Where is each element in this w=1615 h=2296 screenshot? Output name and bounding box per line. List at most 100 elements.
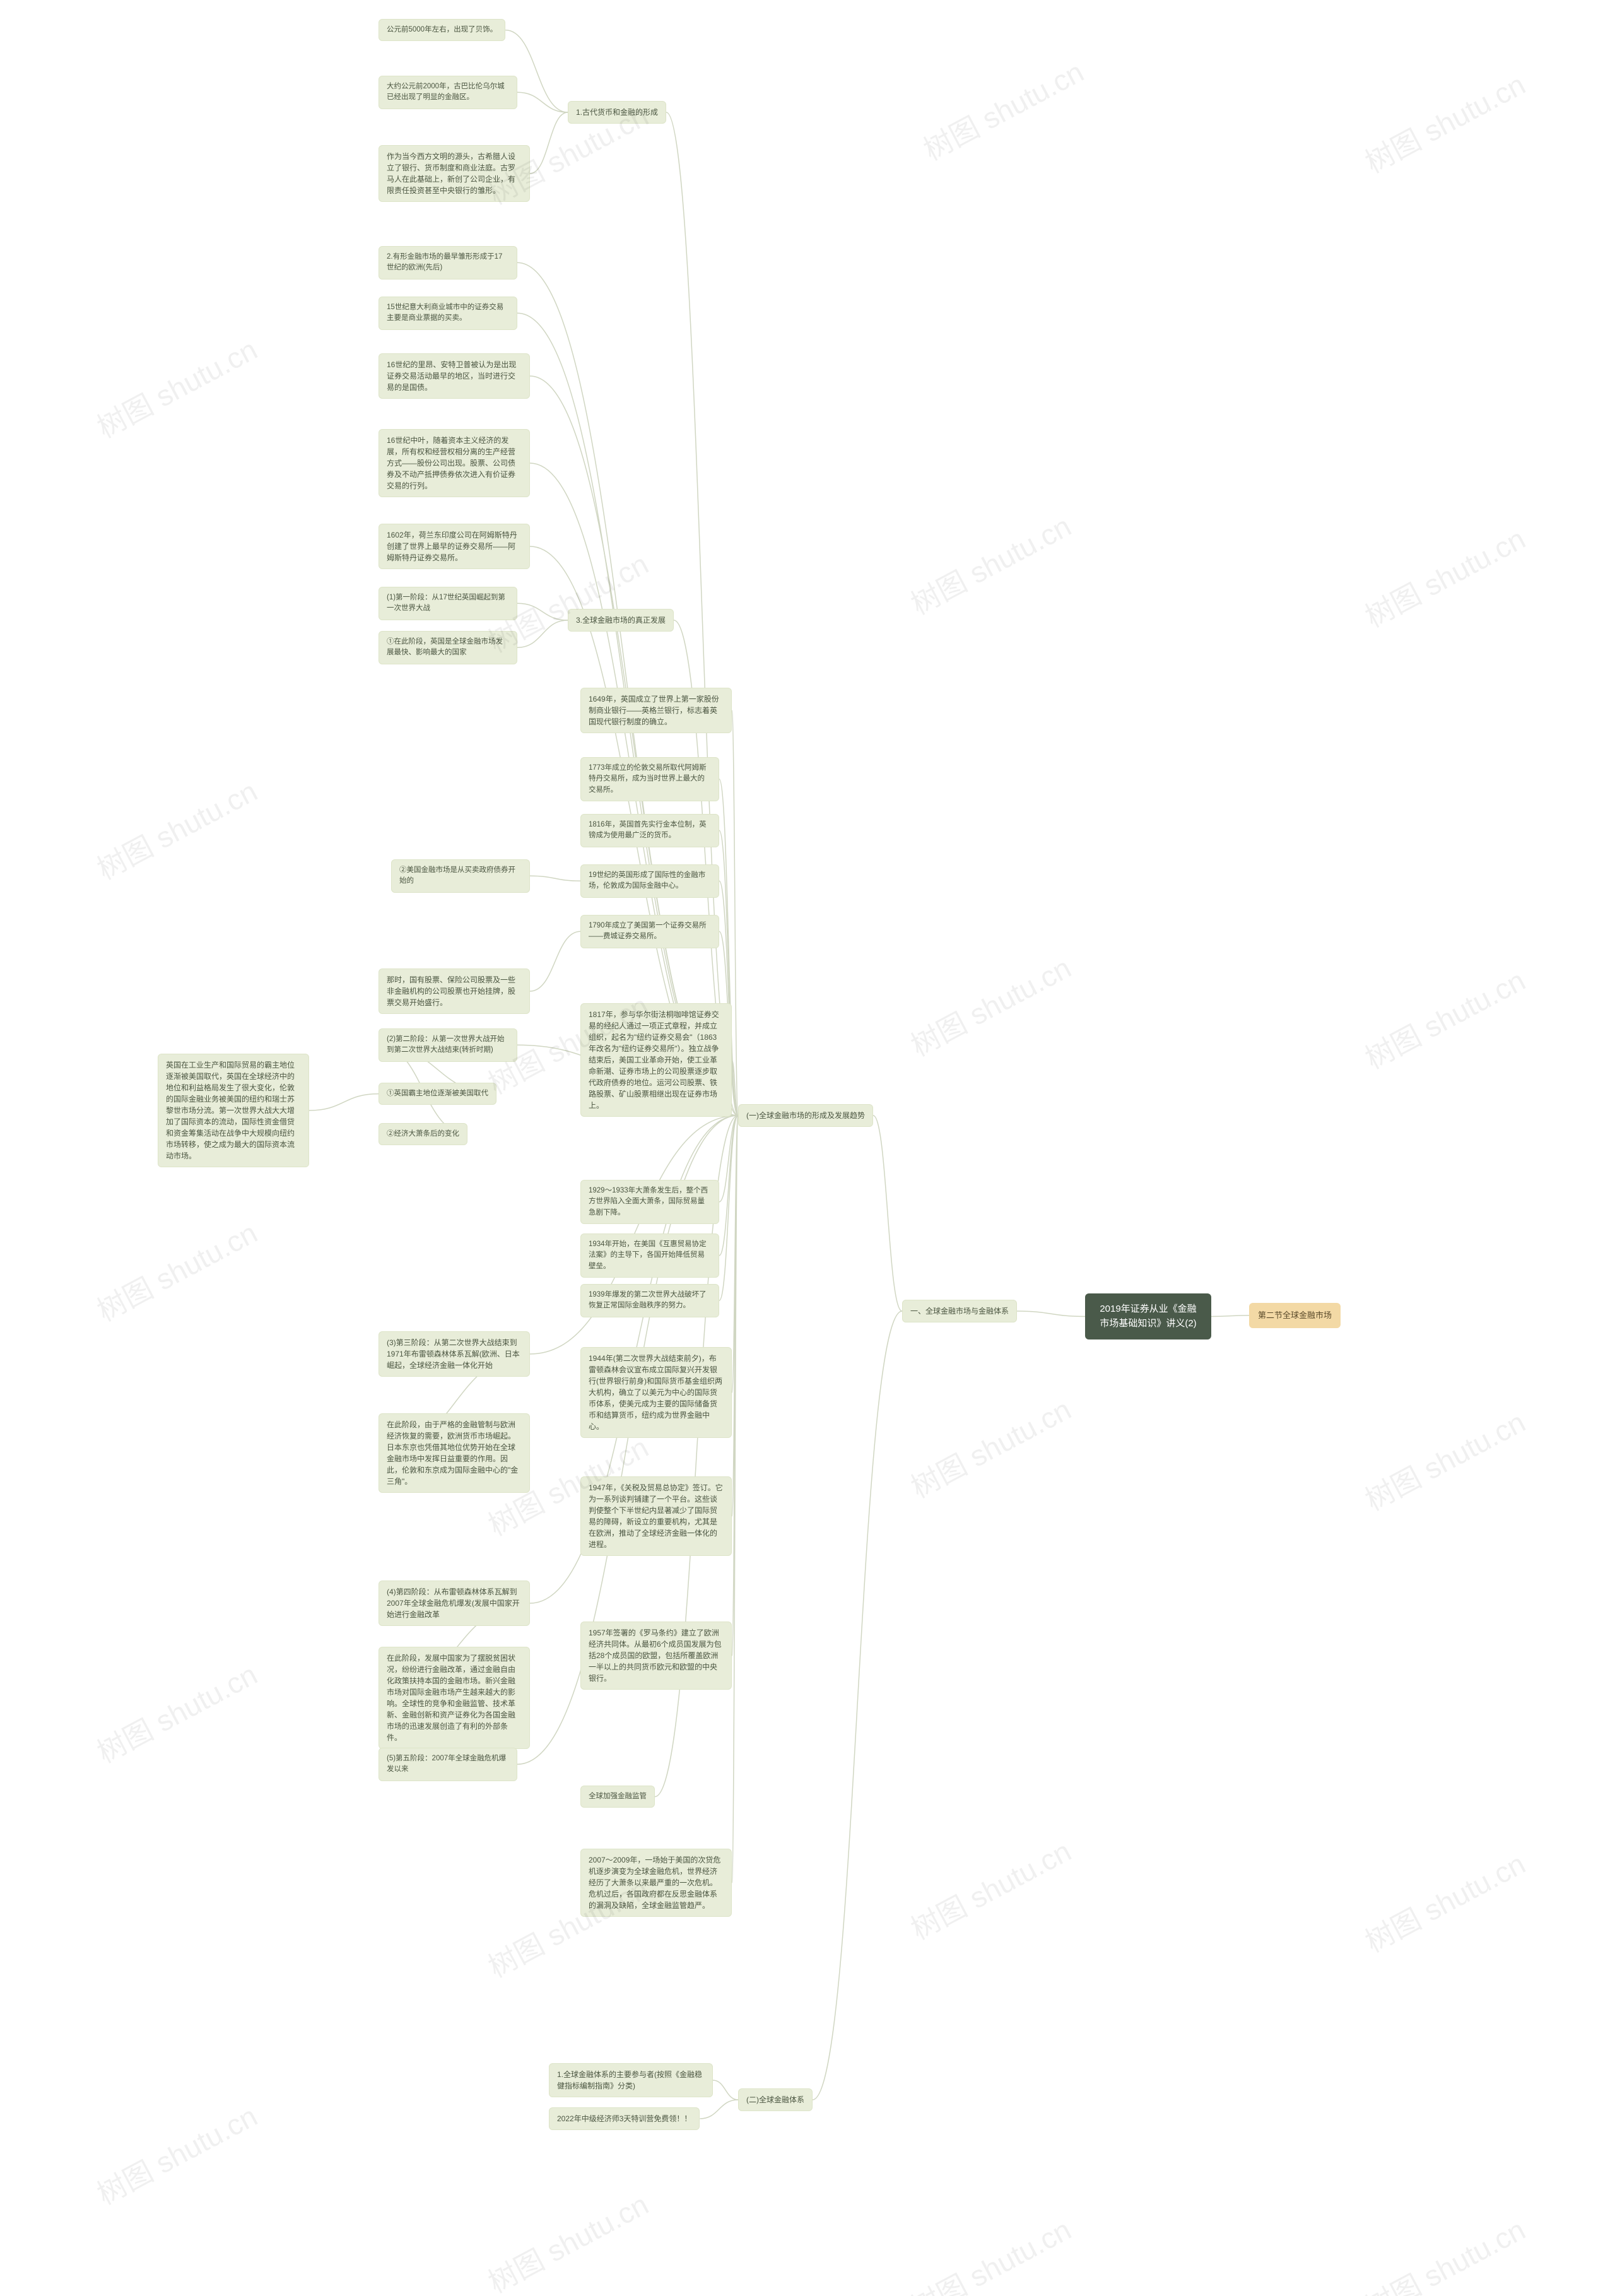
mindmap-node[interactable]: (二)全球金融体系 <box>738 2088 813 2111</box>
mindmap-node[interactable]: 1602年，荷兰东印度公司在阿姆斯特丹创建了世界上最早的证券交易所——阿姆斯特丹… <box>379 524 530 569</box>
mindmap-node[interactable]: ②经济大萧条后的变化 <box>379 1123 467 1145</box>
mindmap-node[interactable]: 1.全球金融体系的主要参与者(按照《金融稳健指标编制指南》分类) <box>549 2063 713 2097</box>
watermark: 树图 shutu.cn <box>903 503 1078 623</box>
mindmap-node[interactable]: 第二节全球金融市场 <box>1249 1303 1341 1328</box>
mindmap-node[interactable]: 那时，国有股票、保险公司股票及一些非金融机构的公司股票也开始挂牌，股票交易开始盛… <box>379 968 530 1014</box>
watermark: 树图 shutu.cn <box>1357 1841 1532 1960</box>
mindmap-node[interactable]: 作为当今西方文明的源头，古希腊人设立了银行、货币制度和商业法庭。古罗马人在此基础… <box>379 145 530 202</box>
watermark: 树图 shutu.cn <box>903 945 1078 1064</box>
mindmap-node[interactable]: (4)第四阶段：从布雷顿森林体系瓦解到2007年全球金融危机爆发(发展中国家开始… <box>379 1581 530 1626</box>
node-text: 2019年证券从业《金融市场基础知识》讲义(2) <box>1100 1304 1196 1329</box>
node-text: ①英国霸主地位逐渐被美国取代 <box>387 1090 488 1097</box>
mindmap-node[interactable]: (2)第二阶段：从第一次世界大战开始到第二次世界大战结束(转折时期) <box>379 1028 517 1062</box>
watermark: 树图 shutu.cn <box>1357 1399 1532 1519</box>
node-text: 1944年(第二次世界大战结束前夕)，布雷顿森林会议宣布成立国际复兴开发银行(世… <box>589 1354 722 1431</box>
node-text: 英国在工业生产和国际贸易的霸主地位逐渐被美国取代，英国在全球经济中的地位和利益格… <box>166 1061 295 1160</box>
node-text: 1817年，参与华尔街法桐咖啡馆证券交易的经纪人通过一项正式章程，并成立组织，起… <box>589 1010 719 1110</box>
node-text: (2)第二阶段：从第一次世界大战开始到第二次世界大战结束(转折时期) <box>387 1035 505 1054</box>
mindmap-node[interactable]: 16世纪的里昂、安特卫普被认为是出现证券交易活动最早的地区，当时进行交易的是国债… <box>379 353 530 399</box>
mindmap-node[interactable]: 1939年爆发的第二次世界大战破坏了恢复正常国际金融秩序的努力。 <box>580 1284 719 1317</box>
watermark: 树图 shutu.cn <box>89 2093 264 2213</box>
mindmap-node[interactable]: 1649年，英国成立了世界上第一家股份制商业银行——英格兰银行，标志着英国现代银… <box>580 688 732 733</box>
mindmap-node[interactable]: 2007～2009年，一场始于美国的次贷危机逐步演变为全球金融危机，世界经济经历… <box>580 1849 732 1917</box>
node-text: 一、全球金融市场与金融体系 <box>910 1307 1009 1316</box>
node-text: 在此阶段，由于严格的金融管制与欧洲经济恢复的需要，欧洲货币市场崛起。日本东京也凭… <box>387 1420 518 1486</box>
watermark: 树图 shutu.cn <box>915 49 1090 168</box>
mindmap-node[interactable]: 大约公元前2000年，古巴比伦乌尔城已经出现了明显的金融区。 <box>379 76 517 109</box>
watermark: 树图 shutu.cn <box>1357 2207 1532 2296</box>
watermark: 树图 shutu.cn <box>903 1828 1078 1948</box>
node-text: (1)第一阶段：从17世纪英国崛起到第一次世界大战 <box>387 594 505 612</box>
node-text: 第二节全球金融市场 <box>1258 1310 1332 1320</box>
node-text: 1790年成立了美国第一个证券交易所——费城证券交易所。 <box>589 922 707 940</box>
mindmap-node[interactable]: 公元前5000年左右，出现了贝饰。 <box>379 19 505 41</box>
watermark: 树图 shutu.cn <box>480 2182 655 2296</box>
node-text: 2007～2009年，一场始于美国的次贷危机逐步演变为全球金融危机，世界经济经历… <box>589 1856 720 1910</box>
mindmap-node[interactable]: (1)第一阶段：从17世纪英国崛起到第一次世界大战 <box>379 587 517 620</box>
mindmap-node[interactable]: (5)第五阶段：2007年全球金融危机爆发以来 <box>379 1748 517 1781</box>
mindmap-node[interactable]: 16世纪中叶，随着资本主义经济的发展，所有权和经营权相分离的生产经营方式——股份… <box>379 429 530 497</box>
mindmap-node[interactable]: 1817年，参与华尔街法桐咖啡馆证券交易的经纪人通过一项正式章程，并成立组织，起… <box>580 1003 732 1117</box>
mindmap-node[interactable]: 一、全球金融市场与金融体系 <box>902 1300 1017 1322</box>
mindmap-node[interactable]: 1.古代货币和金融的形成 <box>568 101 666 124</box>
node-text: 1934年开始，在美国《互惠贸易协定法案》的主导下，各国开始降低贸易壁垒。 <box>589 1240 707 1270</box>
node-text: 在此阶段，发展中国家为了摆脱贫困状况，纷纷进行金融改革，通过金融自由化政策扶持本… <box>387 1654 515 1742</box>
node-text: 1602年，荷兰东印度公司在阿姆斯特丹创建了世界上最早的证券交易所——阿姆斯特丹… <box>387 531 517 562</box>
mindmap-node[interactable]: 1947年，《关税及贸易总协定》签订。它为一系列谈判铺建了一个平台。这些谈判使整… <box>580 1476 732 1556</box>
node-text: 1.全球金融体系的主要参与者(按照《金融稳健指标编制指南》分类) <box>557 2070 702 2090</box>
watermark: 树图 shutu.cn <box>89 1210 264 1329</box>
node-text: 16世纪中叶，随着资本主义经济的发展，所有权和经营权相分离的生产经营方式——股份… <box>387 436 515 490</box>
mindmap-node[interactable]: 1790年成立了美国第一个证券交易所——费城证券交易所。 <box>580 915 719 948</box>
node-text: 2.有形金融市场的最早雏形形成于17世纪的欧洲(先后) <box>387 253 502 271</box>
mindmap-node[interactable]: 在此阶段，发展中国家为了摆脱贫困状况，纷纷进行金融改革，通过金融自由化政策扶持本… <box>379 1647 530 1749</box>
node-text: 1939年爆发的第二次世界大战破坏了恢复正常国际金融秩序的努力。 <box>589 1291 707 1309</box>
watermark: 树图 shutu.cn <box>903 1387 1078 1506</box>
mindmap-node[interactable]: 1816年，英国首先实行金本位制，英镑成为使用最广泛的货币。 <box>580 814 719 847</box>
watermark: 树图 shutu.cn <box>1357 958 1532 1077</box>
mindmap-node[interactable]: 全球加强金融监管 <box>580 1786 655 1808</box>
watermark: 树图 shutu.cn <box>1357 62 1532 181</box>
mindmap-node[interactable]: ②美国金融市场是从买卖政府债券开始的 <box>391 859 530 893</box>
node-text: ②美国金融市场是从买卖政府债券开始的 <box>399 866 515 885</box>
mindmap-node[interactable]: 1957年签署的《罗马条约》建立了欧洲经济共同体。从最初6个成员国发展为包括28… <box>580 1622 732 1690</box>
mindmap-node[interactable]: 2022年中级经济师3天特训营免费领！！ <box>549 2107 700 2130</box>
node-text: 1649年，英国成立了世界上第一家股份制商业银行——英格兰银行，标志着英国现代银… <box>589 695 719 726</box>
node-text: 1773年成立的伦敦交易所取代阿姆斯特丹交易所，成为当时世界上最大的交易所。 <box>589 764 707 794</box>
node-text: (4)第四阶段：从布雷顿森林体系瓦解到2007年全球金融危机爆发(发展中国家开始… <box>387 1587 520 1619</box>
node-text: 公元前5000年左右，出现了贝饰。 <box>387 26 497 33</box>
node-text: ①在此阶段，英国是全球金融市场发展最快、影响最大的国家 <box>387 638 503 656</box>
node-text: ②经济大萧条后的变化 <box>387 1130 459 1138</box>
mindmap-node[interactable]: 2.有形金融市场的最早雏形形成于17世纪的欧洲(先后) <box>379 246 517 280</box>
node-text: 19世纪的英国形成了国际性的金融市场，伦敦成为国际金融中心。 <box>589 871 705 890</box>
node-text: 15世纪意大利商业城市中的证券交易主要是商业票据的买卖。 <box>387 303 503 322</box>
mindmap-node[interactable]: 1773年成立的伦敦交易所取代阿姆斯特丹交易所，成为当时世界上最大的交易所。 <box>580 757 719 801</box>
mindmap-node[interactable]: 1934年开始，在美国《互惠贸易协定法案》的主导下，各国开始降低贸易壁垒。 <box>580 1233 719 1278</box>
node-text: 1957年签署的《罗马条约》建立了欧洲经济共同体。从最初6个成员国发展为包括28… <box>589 1628 722 1683</box>
node-text: (二)全球金融体系 <box>746 2095 804 2104</box>
node-text: (5)第五阶段：2007年全球金融危机爆发以来 <box>387 1755 506 1773</box>
mindmap-node[interactable]: 3.全球金融市场的真正发展 <box>568 609 674 632</box>
node-text: 1816年，英国首先实行金本位制，英镑成为使用最广泛的货币。 <box>589 821 707 839</box>
mindmap-node[interactable]: 15世纪意大利商业城市中的证券交易主要是商业票据的买卖。 <box>379 297 517 330</box>
watermark: 树图 shutu.cn <box>89 1652 264 1771</box>
node-text: (3)第三阶段：从第二次世界大战结束到1971年布雷顿森林体系瓦解(欧洲、日本崛… <box>387 1338 520 1370</box>
mindmap-node[interactable]: 1944年(第二次世界大战结束前夕)，布雷顿森林会议宣布成立国际复兴开发银行(世… <box>580 1347 732 1438</box>
node-text: 1.古代货币和金融的形成 <box>576 108 658 117</box>
node-text: 大约公元前2000年，古巴比伦乌尔城已经出现了明显的金融区。 <box>387 83 505 101</box>
node-text: (一)全球金融市场的形成及发展趋势 <box>746 1111 865 1120</box>
node-text: 2022年中级经济师3天特训营免费领！！ <box>557 2114 691 2123</box>
mindmap-node[interactable]: (3)第三阶段：从第二次世界大战结束到1971年布雷顿森林体系瓦解(欧洲、日本崛… <box>379 1331 530 1377</box>
mindmap-node[interactable]: ①在此阶段，英国是全球金融市场发展最快、影响最大的国家 <box>379 631 517 664</box>
node-text: 1947年，《关税及贸易总协定》签订。它为一系列谈判铺建了一个平台。这些谈判使整… <box>589 1483 723 1549</box>
mindmap-node[interactable]: 1929～1933年大萧条发生后，整个西方世界陷入全面大萧条，国际贸易量急剧下降… <box>580 1180 719 1224</box>
mindmap-node[interactable]: 2019年证券从业《金融市场基础知识》讲义(2) <box>1085 1293 1211 1339</box>
mindmap-node[interactable]: 在此阶段，由于严格的金融管制与欧洲经济恢复的需要，欧洲货币市场崛起。日本东京也凭… <box>379 1413 530 1493</box>
watermark: 树图 shutu.cn <box>1357 516 1532 635</box>
node-text: 作为当今西方文明的源头，古希腊人设立了银行、货币制度和商业法庭。古罗马人在此基础… <box>387 152 515 195</box>
mindmap-node[interactable]: ①英国霸主地位逐渐被美国取代 <box>379 1083 496 1105</box>
mindmap-node[interactable]: 19世纪的英国形成了国际性的金融市场，伦敦成为国际金融中心。 <box>580 864 719 898</box>
node-text: 全球加强金融监管 <box>589 1793 647 1800</box>
watermark: 树图 shutu.cn <box>89 768 264 888</box>
mindmap-node[interactable]: 英国在工业生产和国际贸易的霸主地位逐渐被美国取代，英国在全球经济中的地位和利益格… <box>158 1054 309 1167</box>
mindmap-node[interactable]: (一)全球金融市场的形成及发展趋势 <box>738 1104 873 1127</box>
